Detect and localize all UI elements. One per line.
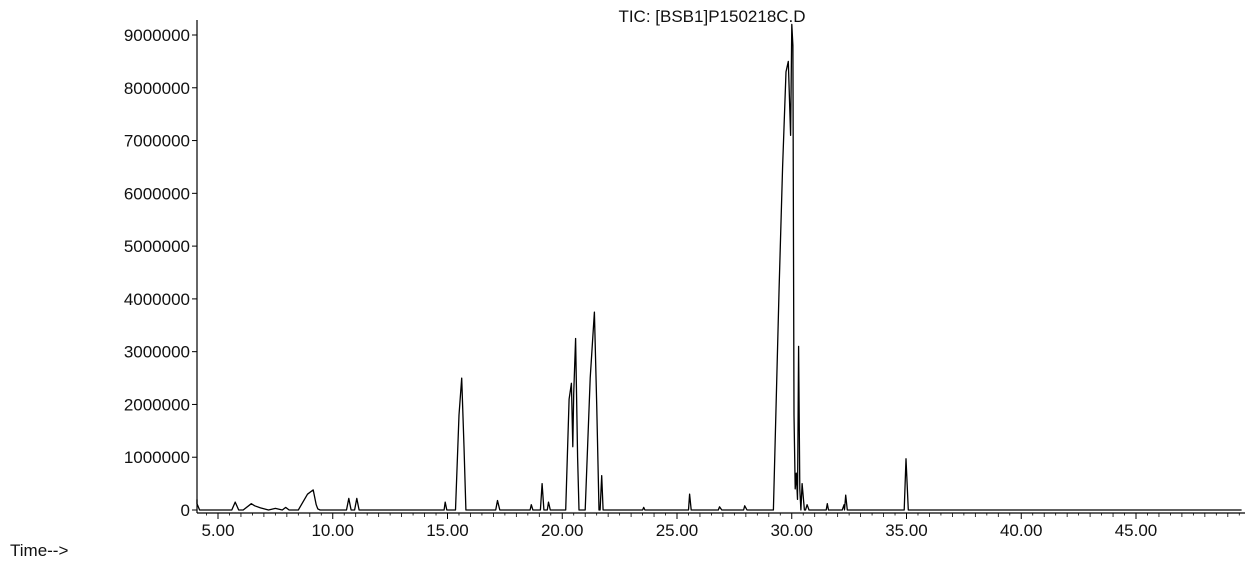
y-tick-label: 2000000 — [124, 395, 190, 414]
y-tick-label: 3000000 — [124, 343, 190, 362]
y-axis: 0 1000000 2000000 3000000 4000000 5000000 6000… — [124, 20, 198, 520]
x-tick-label: 30.00 — [770, 521, 813, 540]
y-tick-label: 8000000 — [124, 79, 190, 98]
chart-title: TIC: [BSB1]P150218C.D — [618, 7, 805, 26]
x-tick-label: 35.00 — [885, 521, 928, 540]
y-tick-label: 9000000 — [124, 26, 190, 45]
plot-area — [196, 23, 1242, 511]
y-tick-label: 0 — [181, 501, 190, 520]
x-tick-label: 15.00 — [426, 521, 469, 540]
y-tick-label: 7000000 — [124, 132, 190, 151]
x-axis-label: Time--> — [10, 541, 68, 560]
x-tick-label: 10.00 — [311, 521, 354, 540]
x-tick-label: 5.00 — [201, 521, 234, 540]
x-tick-label: 45.00 — [1115, 521, 1158, 540]
x-tick-label: 40.00 — [1000, 521, 1043, 540]
y-tick-label: 4000000 — [124, 290, 190, 309]
tic-trace-line — [196, 23, 1242, 511]
y-tick-label: 1000000 — [124, 448, 190, 467]
x-tick-label: 20.00 — [541, 521, 584, 540]
x-tick-label: 25.00 — [656, 521, 699, 540]
x-axis: 5.00 10.00 15.00 20.00 25.00 30.00 35.00 40.00 4… — [197, 512, 1245, 540]
y-tick-label: 6000000 — [124, 184, 190, 203]
y-tick-label: 5000000 — [124, 237, 190, 256]
